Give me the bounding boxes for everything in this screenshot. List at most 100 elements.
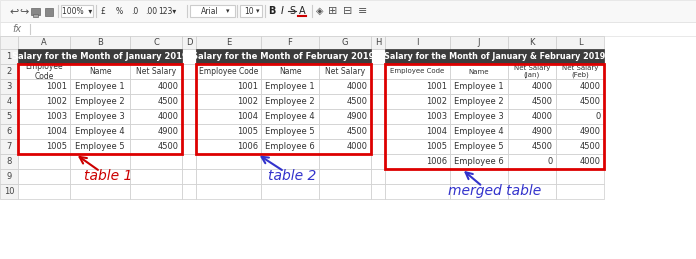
Bar — [556, 139, 604, 154]
Bar — [70, 139, 130, 154]
Bar — [319, 36, 371, 49]
Bar — [450, 154, 508, 169]
Bar — [196, 94, 261, 109]
Bar — [371, 49, 385, 64]
Bar — [385, 124, 450, 139]
Bar — [385, 64, 450, 79]
Bar — [130, 124, 182, 139]
Bar — [385, 109, 450, 124]
Text: 4000: 4000 — [580, 82, 601, 91]
Bar — [182, 124, 196, 139]
Bar — [0, 64, 18, 79]
Text: B: B — [269, 6, 276, 16]
Bar — [385, 139, 450, 154]
Text: K: K — [529, 38, 535, 47]
Text: 0: 0 — [596, 112, 601, 121]
Text: 1001: 1001 — [237, 82, 258, 91]
Bar — [385, 64, 604, 169]
Bar — [319, 49, 371, 64]
Bar — [556, 154, 604, 169]
Bar — [0, 184, 18, 199]
Text: 4000: 4000 — [347, 82, 368, 91]
Text: 4000: 4000 — [532, 112, 553, 121]
Text: 4500: 4500 — [158, 142, 179, 151]
Bar — [182, 139, 196, 154]
Bar — [385, 169, 450, 184]
Bar — [0, 79, 18, 94]
Bar — [556, 139, 604, 154]
Bar — [508, 109, 556, 124]
Bar — [196, 64, 371, 154]
Bar — [196, 64, 261, 79]
Bar — [70, 154, 130, 169]
Bar — [385, 79, 450, 94]
Bar — [508, 36, 556, 49]
Bar — [70, 109, 130, 124]
Bar — [556, 36, 604, 49]
Bar — [261, 109, 319, 124]
Bar — [18, 49, 70, 64]
Text: table 1: table 1 — [84, 169, 132, 183]
Text: 10: 10 — [244, 6, 254, 16]
Bar — [18, 64, 182, 154]
Bar — [70, 94, 130, 109]
Bar — [319, 94, 371, 109]
Text: 4000: 4000 — [158, 112, 179, 121]
Bar — [508, 139, 556, 154]
Bar — [371, 139, 385, 154]
Text: ⊞: ⊞ — [329, 6, 338, 16]
Text: 8: 8 — [6, 157, 12, 166]
Text: Employee 4: Employee 4 — [265, 112, 315, 121]
Text: 1004: 1004 — [426, 127, 447, 136]
Bar — [70, 139, 130, 154]
Text: Employee 3: Employee 3 — [75, 112, 125, 121]
Bar — [182, 184, 196, 199]
Bar — [450, 124, 508, 139]
Text: 6: 6 — [6, 127, 12, 136]
Bar — [182, 49, 196, 64]
Bar — [385, 124, 450, 139]
Text: Employee
Code: Employee Code — [25, 62, 63, 81]
Bar — [508, 184, 556, 199]
Text: 123▾: 123▾ — [158, 6, 176, 16]
Text: C: C — [153, 38, 159, 47]
Text: 10: 10 — [3, 187, 14, 196]
Text: Employee 4: Employee 4 — [454, 127, 504, 136]
Text: 1002: 1002 — [426, 97, 447, 106]
Bar — [319, 64, 371, 79]
Text: 4500: 4500 — [347, 127, 368, 136]
Text: merged table: merged table — [448, 184, 541, 198]
Bar — [18, 124, 70, 139]
Bar — [18, 109, 70, 124]
Bar — [70, 124, 130, 139]
Bar — [508, 64, 556, 79]
Text: 4500: 4500 — [532, 97, 553, 106]
Bar — [130, 184, 182, 199]
Text: 4900: 4900 — [158, 127, 179, 136]
Text: G: G — [342, 38, 348, 47]
Bar — [182, 36, 196, 49]
Bar — [196, 109, 261, 124]
Text: ▾: ▾ — [256, 8, 260, 14]
Text: 4000: 4000 — [158, 82, 179, 91]
Bar — [319, 139, 371, 154]
Bar — [261, 139, 319, 154]
Bar — [196, 169, 261, 184]
Bar — [18, 139, 70, 154]
Bar — [45, 8, 53, 16]
Text: £: £ — [100, 6, 105, 16]
Text: 1002: 1002 — [237, 97, 258, 106]
Text: 1003: 1003 — [46, 112, 67, 121]
Bar — [261, 49, 319, 64]
Bar — [556, 169, 604, 184]
Bar — [385, 154, 450, 169]
Text: 1: 1 — [6, 52, 12, 61]
Bar — [182, 94, 196, 109]
Bar — [70, 169, 130, 184]
Text: 4000: 4000 — [580, 157, 601, 166]
Bar — [450, 94, 508, 109]
Bar — [371, 124, 385, 139]
Text: 1004: 1004 — [46, 127, 67, 136]
Bar — [556, 94, 604, 109]
Text: 1001: 1001 — [426, 82, 447, 91]
